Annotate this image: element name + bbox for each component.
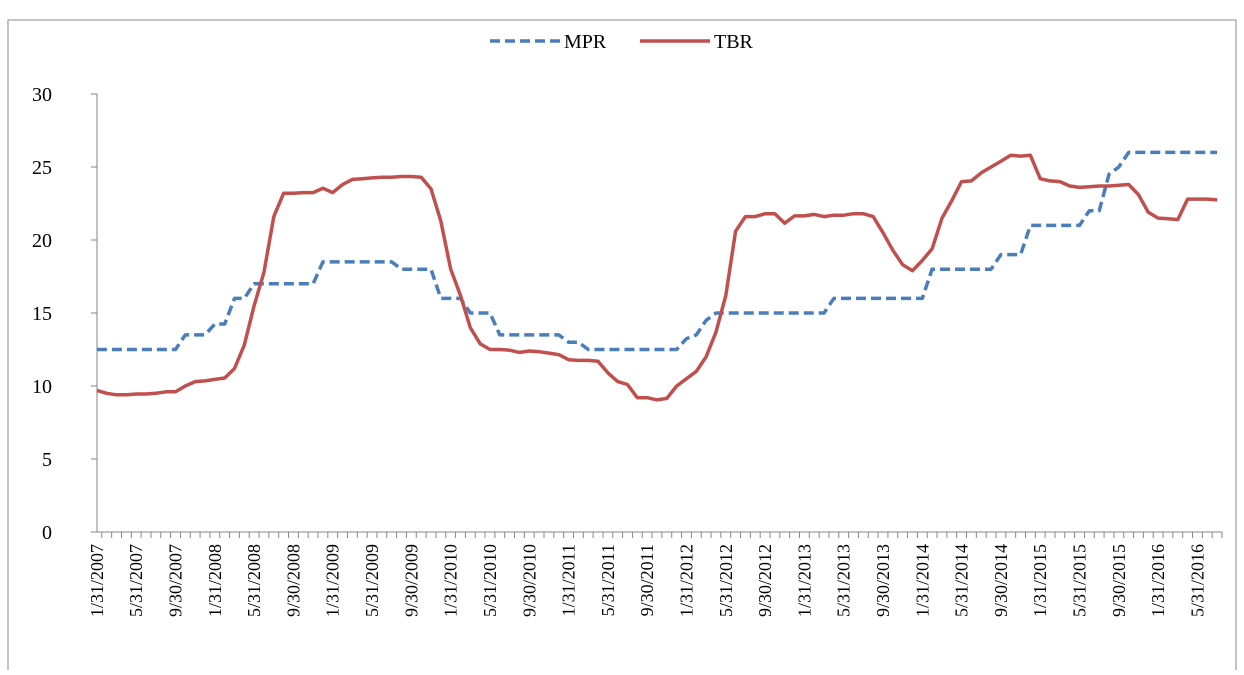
- x-tick-label: 1/31/2012: [676, 544, 696, 617]
- x-tick-label: 1/31/2013: [794, 544, 814, 617]
- y-tick-label: 30: [32, 84, 52, 106]
- y-tick-label: 5: [42, 449, 52, 471]
- x-tick-label: 5/31/2014: [952, 544, 972, 617]
- x-tick-label: 5/31/2009: [362, 544, 382, 617]
- x-tick-label: 9/30/2011: [637, 544, 657, 616]
- y-tick-label: 15: [32, 303, 52, 325]
- y-tick-label: 20: [32, 230, 52, 252]
- x-tick-label: 9/30/2007: [166, 544, 186, 617]
- x-tick-label: 1/31/2015: [1030, 544, 1050, 617]
- x-tick-label: 9/30/2013: [873, 544, 893, 617]
- x-tick-label: 9/30/2008: [283, 544, 303, 617]
- y-tick-label: 10: [32, 376, 52, 398]
- series-line: [96, 153, 1218, 402]
- x-tick-label: 5/31/2013: [834, 544, 854, 617]
- x-tick-label: 5/31/2015: [1070, 544, 1090, 617]
- x-tick-label: 1/31/2016: [1148, 544, 1168, 617]
- legend-label: MPR: [564, 31, 607, 53]
- x-tick-label: 9/30/2012: [755, 544, 775, 617]
- x-tick-label: 9/30/2009: [401, 544, 421, 617]
- x-tick-label: 5/31/2011: [598, 544, 618, 616]
- x-tick-label: 9/30/2015: [1109, 544, 1129, 617]
- y-tick-label: 25: [32, 157, 52, 179]
- x-tick-label: 1/31/2014: [912, 544, 932, 617]
- x-tick-label: 5/31/2012: [716, 544, 736, 617]
- legend-label: TBR: [714, 31, 754, 53]
- x-tick-label: 1/31/2010: [441, 544, 461, 617]
- x-tick-label: 5/31/2010: [480, 544, 500, 617]
- x-tick-label: 1/31/2007: [87, 544, 107, 617]
- x-tick-label: 5/31/2007: [126, 544, 146, 617]
- y-tick-label: 0: [42, 522, 52, 544]
- x-tick-label: 1/31/2009: [323, 544, 343, 617]
- x-tick-label: 9/30/2014: [991, 544, 1011, 617]
- x-tick-label: 5/31/2008: [244, 544, 264, 617]
- x-tick-label: 5/31/2016: [1187, 544, 1207, 617]
- x-tick-label: 9/30/2010: [519, 544, 539, 617]
- x-tick-label: 1/31/2011: [559, 544, 579, 616]
- series-line: [96, 150, 1218, 352]
- chart-border: [7, 19, 1237, 675]
- x-tick-label: 1/31/2008: [205, 544, 225, 617]
